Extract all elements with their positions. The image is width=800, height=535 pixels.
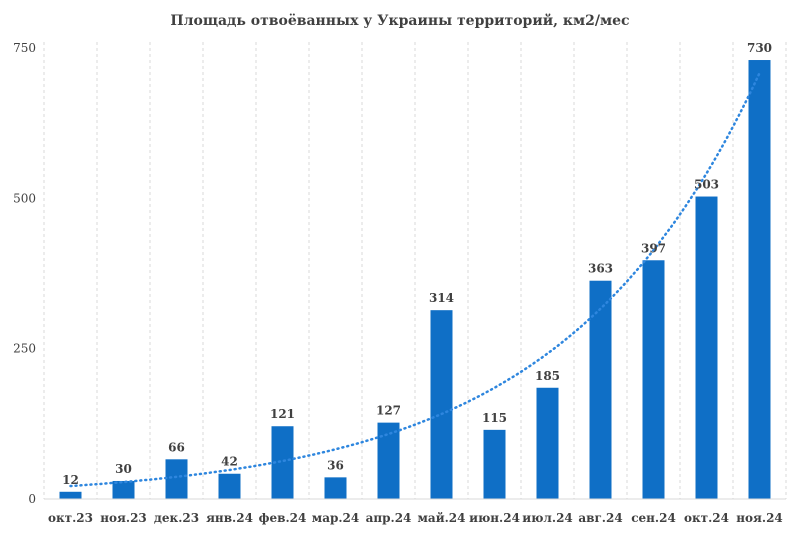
y-tick-label: 750 <box>13 41 36 55</box>
bar <box>112 480 135 499</box>
bar <box>536 387 559 499</box>
bar <box>271 426 294 499</box>
bar <box>324 477 347 499</box>
data-label: 503 <box>694 178 719 192</box>
x-tick-label: фев.24 <box>259 511 307 525</box>
bar <box>218 473 241 499</box>
x-tick-label: ноя.23 <box>100 511 147 525</box>
x-tick-label: дек.23 <box>154 511 199 525</box>
data-label: 127 <box>376 404 401 418</box>
data-label: 66 <box>168 440 185 454</box>
bar <box>748 60 771 499</box>
data-label: 42 <box>221 455 238 469</box>
x-tick-label: окт.24 <box>684 511 729 525</box>
x-tick-label: июл.24 <box>522 511 573 525</box>
bar <box>589 280 612 499</box>
data-label: 115 <box>482 411 507 425</box>
bar <box>483 429 506 499</box>
data-label: 314 <box>429 291 454 305</box>
data-label: 397 <box>641 241 666 255</box>
x-tick-label: ноя.24 <box>736 511 783 525</box>
bar <box>377 422 400 499</box>
x-tick-label: авг.24 <box>578 511 622 525</box>
x-tick-label: янв.24 <box>206 511 253 525</box>
data-label: 12 <box>62 473 79 487</box>
bar <box>642 260 665 499</box>
chart-title: Площадь отвоёванных у Украины территорий… <box>170 12 629 29</box>
bar <box>695 196 718 499</box>
y-tick-label: 500 <box>13 191 36 205</box>
x-tick-label: апр.24 <box>366 511 412 525</box>
data-label: 730 <box>747 41 772 55</box>
data-label: 30 <box>115 462 132 476</box>
y-tick-label: 0 <box>28 492 36 506</box>
data-label: 36 <box>327 458 344 472</box>
x-tick-label: мар.24 <box>312 511 359 525</box>
bar <box>59 491 82 499</box>
x-tick-label: июн.24 <box>469 511 520 525</box>
bar <box>165 459 188 499</box>
x-tick-label: сен.24 <box>631 511 676 525</box>
bar <box>430 310 453 499</box>
trendline <box>69 71 761 488</box>
x-tick-label: май.24 <box>418 511 466 525</box>
x-tick-label: окт.23 <box>48 511 93 525</box>
data-label: 363 <box>588 262 613 276</box>
data-label: 121 <box>270 407 295 421</box>
y-tick-label: 250 <box>13 342 36 356</box>
data-label: 185 <box>535 369 560 383</box>
